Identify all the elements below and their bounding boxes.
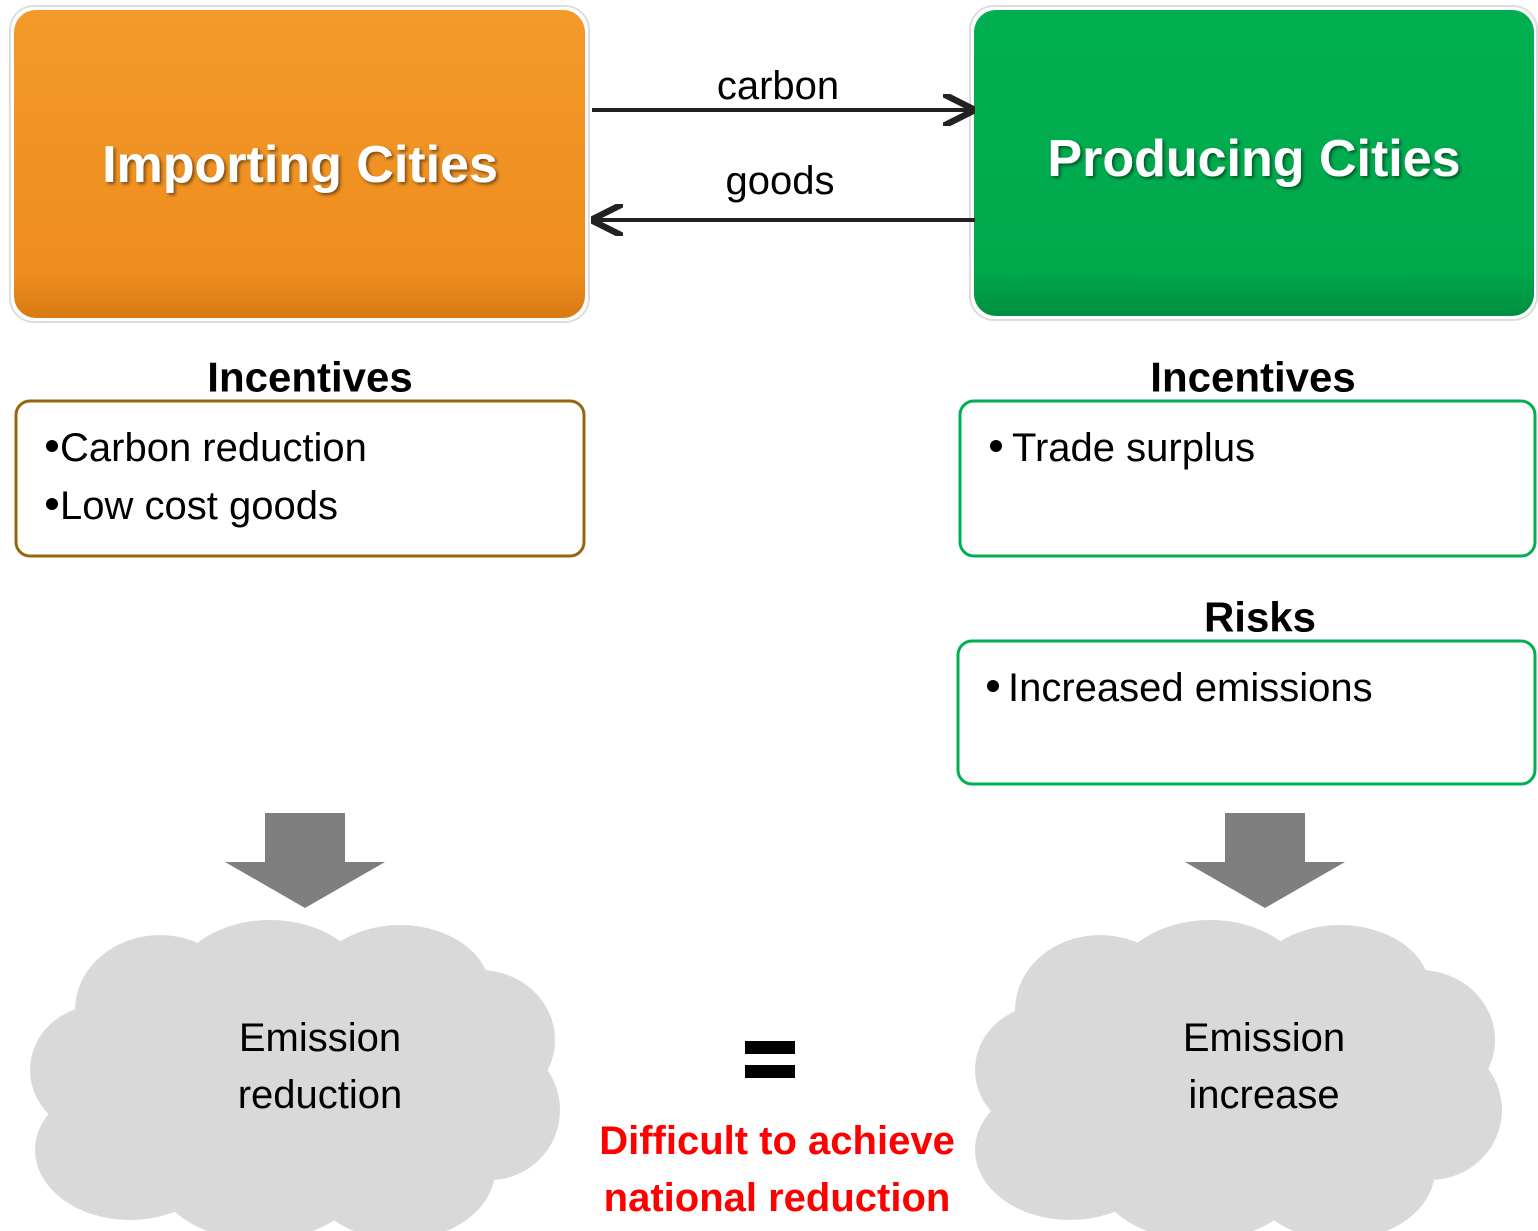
conclusion-text: Difficult to achieve [599, 1119, 955, 1163]
equals-bar [745, 1065, 795, 1078]
importing-node [14, 10, 585, 318]
outcome-text: Emission [239, 1016, 401, 1060]
node-label: Producing Cities [1047, 130, 1460, 188]
conclusion-text: national reduction [604, 1176, 951, 1220]
list-item: Carbon reduction [60, 426, 367, 470]
list-item: Low cost goods [60, 484, 338, 528]
bullet [46, 440, 58, 452]
heading: Risks [1204, 594, 1316, 641]
node-label: Importing Cities [102, 136, 498, 194]
producing-node [974, 10, 1534, 316]
outcome-text: Emission [1183, 1016, 1345, 1060]
equals-bar [745, 1041, 795, 1054]
down-arrow [225, 813, 385, 908]
incentive-box [14, 399, 586, 558]
list-item: Increased emissions [1008, 666, 1373, 710]
heading: Incentives [1150, 354, 1355, 401]
incentive-box [958, 399, 1537, 558]
bullet [987, 680, 999, 692]
flow-label: carbon [717, 64, 839, 108]
outcome-text: reduction [238, 1073, 403, 1117]
bullet [990, 440, 1002, 452]
heading: Incentives [207, 354, 412, 401]
bullet [46, 498, 58, 510]
flow-label: goods [726, 159, 835, 203]
risk-box [956, 639, 1537, 786]
list-item: Trade surplus [1012, 426, 1255, 470]
down-arrow [1185, 813, 1345, 908]
cloud [30, 920, 560, 1231]
outcome-text: increase [1188, 1073, 1339, 1117]
cloud [975, 920, 1502, 1231]
